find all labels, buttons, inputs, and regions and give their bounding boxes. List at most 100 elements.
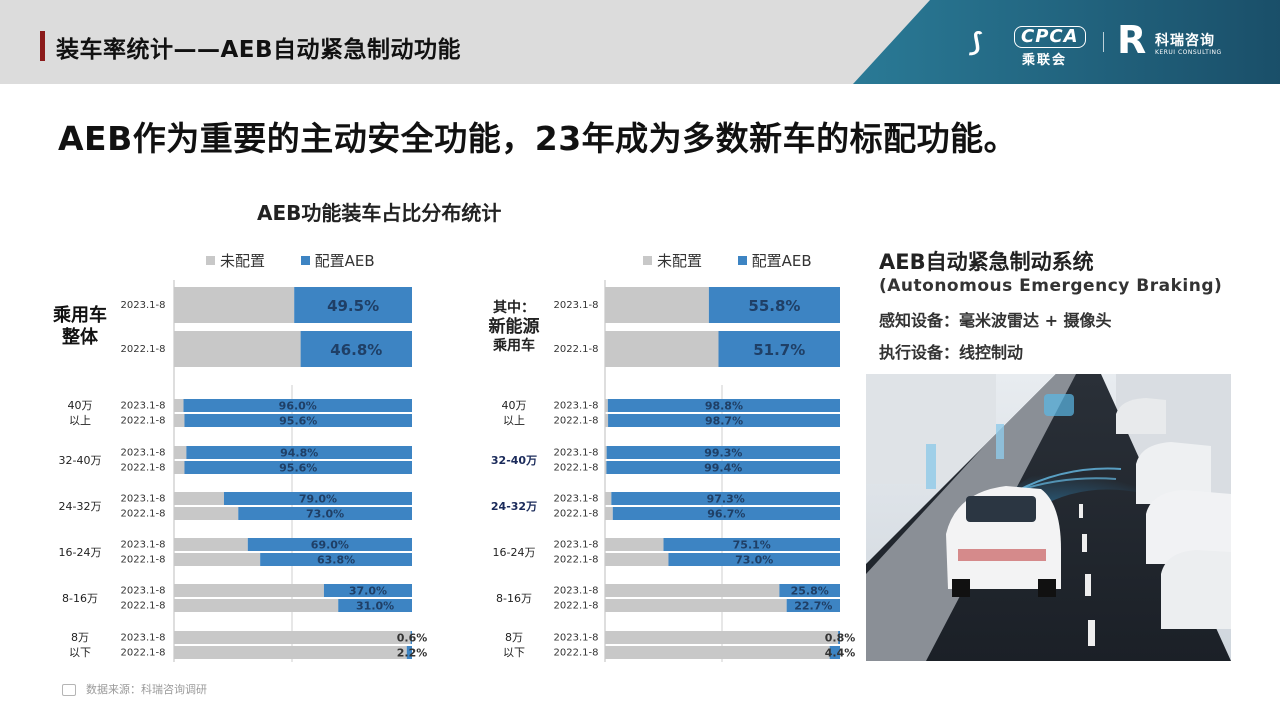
bar-unconfigured: [174, 646, 407, 659]
cpca-swoosh-icon: ⟆: [970, 28, 982, 58]
legend-swatch-configured: [300, 255, 310, 265]
bar-unconfigured: [174, 631, 411, 644]
bar-configured-aeb: [611, 492, 840, 505]
legend-label-unconfigured: 未配置: [657, 252, 703, 270]
period-label: 2023.1-8: [121, 300, 166, 311]
bar-unconfigured: [605, 646, 830, 659]
document-icon: [62, 684, 76, 696]
group-label-line: 其中：: [493, 299, 535, 316]
bar-unconfigured: [174, 599, 339, 612]
group-label-line: 乘用车: [493, 337, 535, 354]
aeb-sensing-line: 感知设备：毫米波雷达 + 摄像头: [879, 311, 1112, 330]
group-label-line: 40万: [501, 399, 527, 412]
bar-unconfigured: [174, 492, 224, 505]
group-label: 24-32万: [40, 499, 120, 514]
period-label: 2023.1-8: [554, 633, 599, 644]
bar-configured-aeb: [607, 399, 840, 412]
group-label: 8万以下: [40, 630, 120, 660]
period-label: 2022.1-8: [554, 648, 599, 659]
period-label: 2022.1-8: [554, 344, 599, 355]
bar-value-label: 98.8%: [705, 400, 743, 413]
period-label: 2022.1-8: [554, 555, 599, 566]
period-label: 2023.1-8: [554, 401, 599, 412]
aeb-panel-title: AEB自动紧急制动系统: [879, 250, 1094, 274]
bar-configured-aeb: [606, 446, 840, 459]
group-label-line: 8万: [505, 631, 523, 644]
bar-configured-aeb: [184, 414, 412, 427]
bar-value-label: 63.8%: [317, 554, 355, 567]
group-label-line: 以上: [69, 414, 91, 427]
bar-configured-aeb: [786, 599, 840, 612]
group-label-line: 以下: [69, 646, 91, 659]
bar-value-label: 69.0%: [311, 539, 349, 552]
period-label: 2023.1-8: [554, 540, 599, 551]
data-source-footer: 数据来源：科瑞咨询调研: [62, 681, 207, 697]
bar-unconfigured: [605, 553, 669, 566]
bar-value-label: 0.6%: [397, 632, 428, 645]
group-label: 40万以上: [474, 398, 554, 428]
group-label-line: 以上: [503, 414, 525, 427]
bar-unconfigured: [605, 599, 787, 612]
bar-unconfigured: [174, 507, 239, 520]
group-label-line: 8万: [71, 631, 89, 644]
bar-configured-aeb: [183, 399, 412, 412]
bar-value-label: 95.6%: [279, 415, 317, 428]
bar-unconfigured: [174, 446, 187, 459]
bar-unconfigured: [605, 584, 780, 597]
bar-value-label: 73.0%: [735, 554, 773, 567]
bar-configured-aeb: [612, 507, 840, 520]
legend-label-configured: 配置AEB: [314, 252, 375, 270]
group-label: 32-40万: [474, 453, 554, 468]
group-label: 8万以下: [474, 630, 554, 660]
period-label: 2023.1-8: [554, 448, 599, 459]
data-source-text: 数据来源：科瑞咨询调研: [86, 683, 207, 696]
period-label: 2022.1-8: [121, 463, 166, 474]
bar-unconfigured: [174, 584, 324, 597]
group-label: 16-24万: [474, 545, 554, 560]
bar-unconfigured: [605, 331, 719, 367]
bar-unconfigured: [605, 399, 608, 412]
period-label: 2023.1-8: [121, 540, 166, 551]
cpca-logo-text: CPCA: [1014, 26, 1086, 48]
legend-swatch-unconfigured: [206, 255, 215, 265]
period-label: 2022.1-8: [554, 601, 599, 612]
period-label: 2023.1-8: [554, 494, 599, 505]
group-label-line: 24-32万: [58, 499, 102, 513]
period-label: 2022.1-8: [121, 509, 166, 520]
period-label: 2022.1-8: [554, 416, 599, 427]
group-label-line: 32-40万: [490, 453, 538, 467]
period-label: 2022.1-8: [121, 555, 166, 566]
group-label: 8-16万: [474, 591, 554, 606]
period-label: 2023.1-8: [121, 448, 166, 459]
period-label: 2022.1-8: [121, 416, 166, 427]
group-label-line: 16-24万: [58, 545, 102, 559]
bar-configured-aeb: [406, 646, 412, 659]
group-label-line: 8-16万: [62, 591, 98, 605]
bar-value-label: 46.8%: [330, 341, 382, 359]
bar-configured-aeb: [829, 646, 840, 659]
bar-value-label: 25.8%: [791, 585, 829, 598]
aeb-illustration-image: [866, 374, 1231, 661]
group-label-line: 24-32万: [490, 499, 538, 513]
period-label: 2022.1-8: [554, 463, 599, 474]
group-label-line: 以下: [503, 646, 525, 659]
bar-unconfigured: [174, 399, 184, 412]
bar-value-label: 4.4%: [825, 647, 856, 660]
bar-value-label: 22.7%: [794, 600, 832, 613]
bar-value-label: 37.0%: [349, 585, 387, 598]
bar-unconfigured: [605, 538, 664, 551]
bar-unconfigured: [174, 538, 248, 551]
bar-configured-aeb: [668, 553, 840, 566]
bar-unconfigured: [174, 461, 185, 474]
bar-value-label: 99.4%: [704, 462, 742, 475]
bar-configured-aeb: [238, 507, 412, 520]
group-label: 乘用车 整体: [40, 305, 120, 349]
bar-configured-aeb: [300, 331, 412, 367]
legend-swatch-unconfigured: [643, 255, 652, 265]
group-label-line: 32-40万: [58, 453, 102, 467]
aeb-panel-subtitle: (Autonomous Emergency Braking): [879, 276, 1223, 296]
group-label-line: 整体: [62, 327, 98, 348]
bar-unconfigured: [605, 414, 609, 427]
bar-value-label: 94.8%: [280, 447, 318, 460]
bar-unconfigured: [174, 331, 301, 367]
